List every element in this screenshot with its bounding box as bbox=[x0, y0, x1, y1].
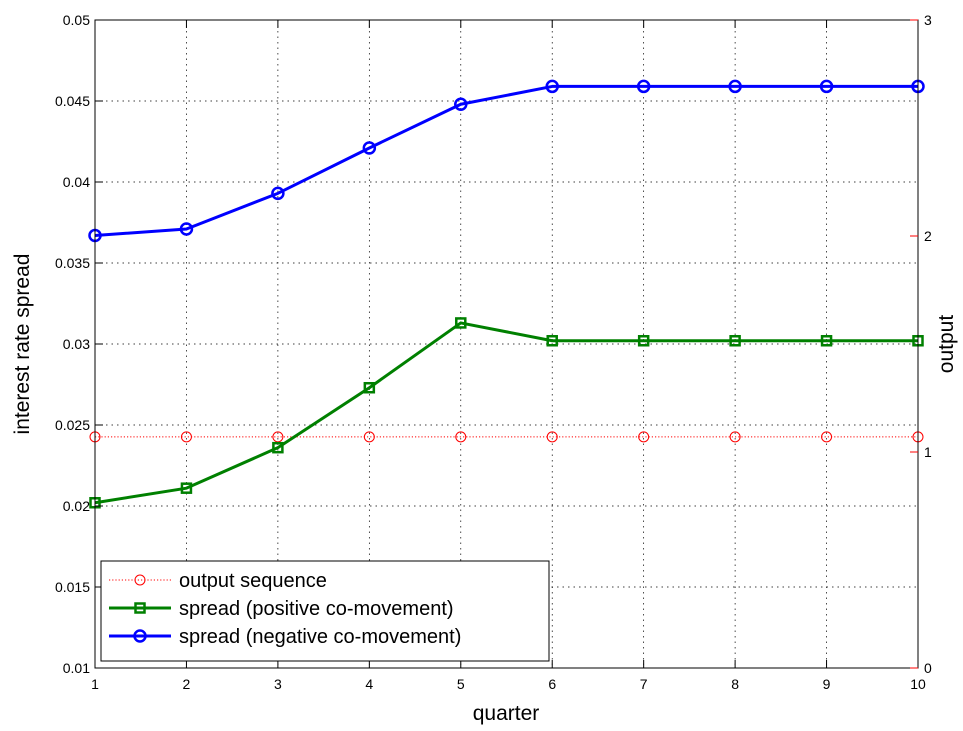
data-point bbox=[272, 431, 284, 443]
data-point bbox=[271, 186, 285, 201]
y-tick-label: 0.05 bbox=[63, 12, 90, 28]
y-tick-label: 0.045 bbox=[55, 93, 90, 109]
legend-item-0: output sequence bbox=[109, 570, 327, 592]
legend-marker bbox=[134, 574, 146, 586]
data-point bbox=[638, 431, 650, 443]
legend-label: output sequence bbox=[179, 570, 327, 592]
legend-label: spread (positive co-movement) bbox=[179, 598, 454, 620]
axes: 1 2 3 4 5 6 7 8 9 100.010.0150.020.0250.030.0350.… bbox=[55, 12, 932, 692]
x-tick-label: 9 bbox=[823, 676, 831, 692]
data-point bbox=[363, 381, 376, 394]
data-point bbox=[455, 317, 467, 329]
y2-tick-label: 3 bbox=[924, 12, 932, 28]
series-0 bbox=[89, 431, 924, 443]
data-point bbox=[363, 431, 375, 443]
data-point bbox=[820, 335, 833, 347]
data-point bbox=[546, 335, 558, 347]
legend-marker bbox=[134, 602, 146, 614]
x-tick-label: 4 bbox=[365, 676, 373, 692]
legend-box bbox=[100, 560, 550, 662]
x-tick-label: 5 bbox=[457, 676, 465, 692]
y-tick-label: 0.02 bbox=[63, 498, 90, 514]
data-point bbox=[180, 431, 192, 443]
legend-label: spread (negative co-movement) bbox=[179, 626, 461, 648]
data-point bbox=[362, 141, 377, 155]
y-tick-label: 0.015 bbox=[55, 579, 90, 595]
series-line-2 bbox=[94, 84, 918, 237]
data-point bbox=[272, 441, 284, 454]
y-tick-label: 0.03 bbox=[63, 336, 90, 352]
y-tick-label: 0.04 bbox=[63, 174, 90, 190]
x-tick-label: 2 bbox=[183, 676, 191, 692]
series-line-1 bbox=[94, 321, 918, 505]
legend-marker bbox=[133, 629, 147, 643]
x-tick-label: 7 bbox=[640, 676, 648, 692]
x-tick-label: 10 bbox=[910, 676, 926, 692]
data-point bbox=[637, 335, 650, 347]
series-layer bbox=[88, 79, 925, 509]
data-point bbox=[454, 97, 468, 111]
data-point bbox=[728, 79, 742, 94]
grid bbox=[95, 20, 918, 668]
y2-tick-label: 2 bbox=[924, 228, 932, 244]
x-tick-label: 3 bbox=[274, 676, 282, 692]
data-point bbox=[636, 79, 651, 94]
y2-tick-label: 1 bbox=[924, 444, 932, 460]
y2-axis-title: output bbox=[935, 315, 958, 374]
data-point bbox=[729, 335, 741, 347]
y2-tick-label: 0 bbox=[924, 660, 932, 676]
data-point bbox=[179, 222, 194, 236]
legend-item-1: spread (positive co-movement) bbox=[109, 598, 454, 620]
y-tick-label: 0.035 bbox=[55, 255, 90, 271]
data-point bbox=[180, 482, 193, 494]
series-2 bbox=[88, 79, 925, 243]
series-1 bbox=[89, 317, 924, 509]
legend: output sequence spread (positive co-movem… bbox=[100, 560, 550, 662]
data-point bbox=[546, 431, 558, 443]
data-point bbox=[819, 79, 834, 94]
x-tick-label: 6 bbox=[548, 676, 556, 692]
data-point bbox=[455, 431, 467, 443]
x-tick-label: 1 bbox=[91, 676, 99, 692]
data-point bbox=[545, 79, 559, 94]
x-tick-label: 8 bbox=[731, 676, 739, 692]
legend-item-2: spread (negative co-movement) bbox=[109, 626, 461, 648]
x-axis-title: quarter bbox=[473, 702, 540, 725]
y-tick-label: 0.025 bbox=[55, 417, 90, 433]
plot-area bbox=[95, 20, 918, 668]
y-axis-title: interest rate spread bbox=[11, 254, 34, 435]
data-point bbox=[729, 431, 741, 443]
data-point bbox=[821, 431, 833, 443]
y-tick-label: 0.01 bbox=[63, 660, 90, 676]
